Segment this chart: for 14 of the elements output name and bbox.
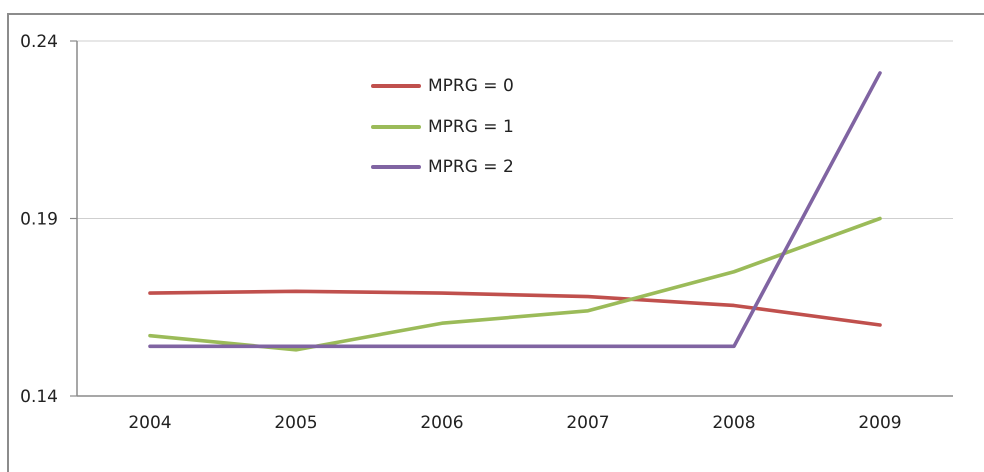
line-series <box>148 216 882 352</box>
line-series <box>148 289 882 327</box>
legend-label: MPRG = 1 <box>428 116 514 137</box>
y-tick-label: 0.19 <box>20 210 58 230</box>
x-tick-label: 2004 <box>128 413 172 434</box>
y-tick-label: 0.14 <box>20 387 58 408</box>
legend-label: MPRG = 2 <box>428 157 514 178</box>
x-tick-label: 2005 <box>274 413 318 434</box>
x-tick-label: 2006 <box>420 413 464 434</box>
x-tick-label: 2007 <box>566 413 610 434</box>
y-tick-label: 0.24 <box>20 32 58 52</box>
legend-label: MPRG = 0 <box>428 76 514 96</box>
x-tick-label: 2009 <box>858 413 902 434</box>
x-tick-label: 2008 <box>712 413 756 434</box>
